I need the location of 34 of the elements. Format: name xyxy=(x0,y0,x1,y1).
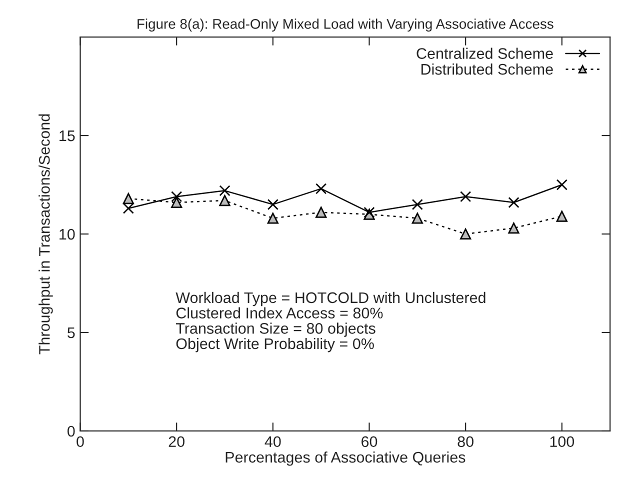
point xyxy=(412,198,423,210)
point xyxy=(412,212,423,224)
y-tick-label: 10 xyxy=(60,228,75,240)
x-tick-label: 20 xyxy=(168,436,184,448)
y-tick-label: 15 xyxy=(60,130,75,142)
x-tick-label: 80 xyxy=(458,436,474,448)
point xyxy=(556,179,568,190)
y-tick-label: 5 xyxy=(68,328,75,338)
x-tick-label: 60 xyxy=(362,436,378,448)
x-tick-label: 100 xyxy=(550,436,574,448)
point xyxy=(460,191,472,202)
x-axis-title: Percentages of Associative Queries xyxy=(226,451,466,466)
legend-label: Distributed Scheme xyxy=(421,64,553,75)
chart-title: Figure 8(a): Read-Only Mixed Load with Varying Associative Access xyxy=(138,18,554,32)
point xyxy=(316,206,327,218)
point xyxy=(171,196,182,208)
x-tick-label: 0 xyxy=(76,436,84,448)
y-axis-title: Throughput in Transactions/Second xyxy=(38,114,53,354)
point xyxy=(122,192,134,204)
point xyxy=(508,222,520,234)
point xyxy=(267,198,278,210)
point xyxy=(508,196,520,208)
point xyxy=(219,185,230,196)
point xyxy=(122,202,134,214)
point xyxy=(219,194,230,206)
y-tick-label: 0 xyxy=(67,426,75,437)
point xyxy=(171,191,182,202)
point xyxy=(460,228,472,240)
x-tick-label: 40 xyxy=(264,436,281,448)
annotation: Workload Type = HOTCOLD with Unclustered Clustered Index Access = 80% Transaction Size = 80 objects Object Write Probability = 0% xyxy=(176,292,486,352)
point xyxy=(316,183,327,194)
point xyxy=(556,210,568,222)
legend-label: Centralized Scheme xyxy=(416,48,553,59)
point xyxy=(267,212,278,224)
